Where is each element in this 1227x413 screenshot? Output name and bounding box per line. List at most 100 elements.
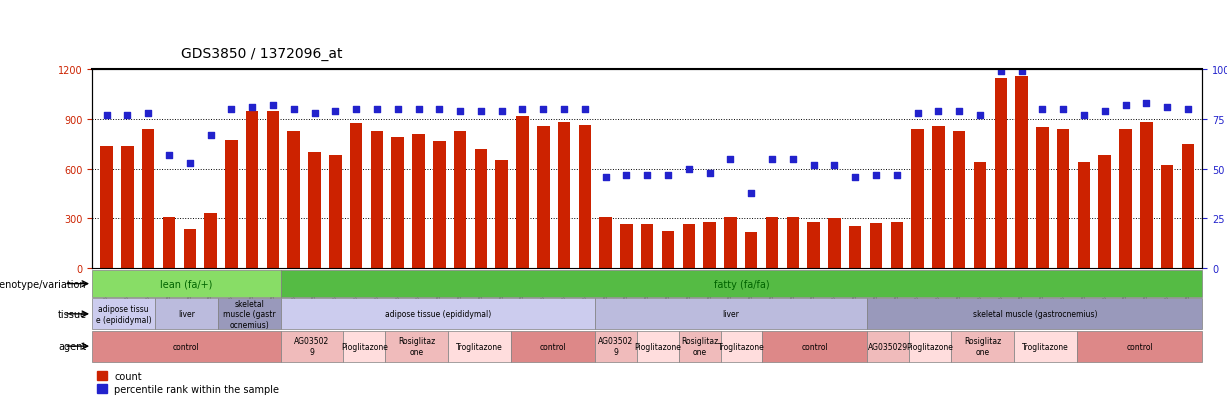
Bar	[184, 230, 196, 268]
Bar	[1036, 128, 1049, 268]
Point	[201, 132, 221, 139]
Bar	[912, 130, 924, 268]
Bar	[620, 225, 633, 268]
Bar	[703, 222, 715, 268]
Point	[762, 156, 782, 163]
Point	[783, 156, 802, 163]
Text: genotype/variation: genotype/variation	[0, 279, 86, 289]
Bar	[995, 78, 1007, 268]
Legend: count, percentile rank within the sample: count, percentile rank within the sample	[97, 371, 280, 394]
Bar	[933, 126, 945, 268]
Text: skeletal muscle (gastrocnemius): skeletal muscle (gastrocnemius)	[973, 310, 1097, 318]
Point	[325, 109, 345, 115]
Bar	[350, 124, 362, 268]
Bar	[640, 225, 654, 268]
Point	[304, 111, 324, 117]
Text: control: control	[801, 342, 828, 351]
Point	[97, 112, 117, 119]
Bar	[517, 116, 529, 268]
Text: skeletal
muscle (gastr
ocnemius): skeletal muscle (gastr ocnemius)	[223, 299, 276, 329]
Text: control: control	[540, 342, 567, 351]
FancyBboxPatch shape	[92, 271, 281, 297]
Bar	[828, 219, 840, 268]
FancyBboxPatch shape	[595, 299, 867, 330]
Point	[513, 107, 533, 113]
Point	[450, 109, 470, 115]
Point	[699, 170, 719, 177]
Point	[804, 162, 823, 169]
Bar	[849, 226, 861, 268]
Point	[908, 111, 928, 117]
Point	[367, 107, 387, 113]
FancyBboxPatch shape	[281, 299, 595, 330]
Bar	[121, 146, 134, 268]
Bar	[787, 217, 799, 268]
Bar	[1098, 156, 1110, 268]
Bar	[308, 153, 320, 268]
Bar	[891, 222, 903, 268]
FancyBboxPatch shape	[344, 331, 385, 362]
Text: agent: agent	[58, 341, 86, 351]
Bar	[953, 131, 966, 268]
Bar	[433, 141, 445, 268]
FancyBboxPatch shape	[92, 299, 155, 330]
Text: AG03502
9: AG03502 9	[599, 337, 633, 356]
Point	[679, 166, 698, 173]
Point	[429, 107, 449, 113]
FancyBboxPatch shape	[595, 331, 637, 362]
Point	[1033, 107, 1053, 113]
Point	[845, 174, 865, 180]
Point	[617, 172, 637, 178]
Bar	[1161, 166, 1173, 268]
Point	[388, 107, 407, 113]
Point	[1136, 101, 1156, 107]
Bar	[287, 131, 299, 268]
FancyBboxPatch shape	[867, 331, 909, 362]
FancyBboxPatch shape	[385, 331, 448, 362]
Point	[242, 104, 261, 111]
Point	[866, 172, 886, 178]
Bar	[579, 126, 591, 268]
Bar	[807, 222, 820, 268]
Bar	[205, 214, 217, 268]
Point	[492, 109, 512, 115]
Text: liver: liver	[723, 310, 740, 318]
Bar	[724, 217, 736, 268]
Text: Troglitazone: Troglitazone	[718, 342, 764, 351]
Text: Rosiglitaz
one: Rosiglitaz one	[681, 337, 718, 356]
Text: fatty (fa/fa): fatty (fa/fa)	[714, 279, 769, 289]
Bar	[600, 217, 612, 268]
Point	[971, 112, 990, 119]
Text: AG035029: AG035029	[869, 342, 908, 351]
Text: Rosiglitaz
one: Rosiglitaz one	[398, 337, 436, 356]
Point	[887, 172, 907, 178]
FancyBboxPatch shape	[867, 299, 1202, 330]
FancyBboxPatch shape	[155, 299, 217, 330]
Bar	[475, 150, 487, 268]
FancyBboxPatch shape	[637, 331, 679, 362]
Point	[222, 107, 242, 113]
Bar	[225, 140, 238, 268]
Point	[1094, 109, 1114, 115]
Bar	[142, 130, 155, 268]
FancyBboxPatch shape	[1077, 331, 1202, 362]
FancyBboxPatch shape	[92, 331, 281, 362]
Point	[596, 174, 616, 180]
Bar	[496, 161, 508, 268]
Point	[346, 107, 366, 113]
FancyBboxPatch shape	[281, 331, 344, 362]
Point	[575, 107, 595, 113]
Text: GDS3850 / 1372096_at: GDS3850 / 1372096_at	[180, 47, 342, 61]
Bar	[682, 225, 694, 268]
Text: AG03502
9: AG03502 9	[294, 337, 330, 356]
Point	[139, 111, 158, 117]
Bar	[412, 135, 425, 268]
Text: liver: liver	[178, 310, 195, 318]
Point	[283, 107, 303, 113]
Text: adipose tissu
e (epididymal): adipose tissu e (epididymal)	[96, 304, 151, 324]
Bar	[266, 112, 280, 268]
Text: control: control	[173, 342, 200, 351]
FancyBboxPatch shape	[512, 331, 595, 362]
FancyBboxPatch shape	[720, 331, 762, 362]
Bar	[1056, 130, 1070, 268]
